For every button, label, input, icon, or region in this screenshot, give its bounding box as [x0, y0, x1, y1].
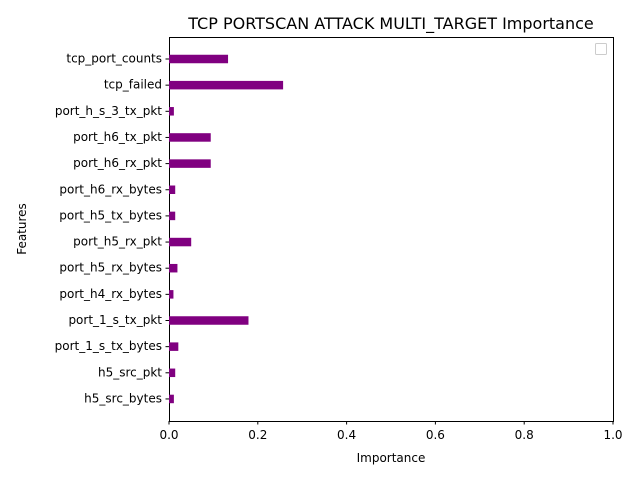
- x-axis-ticks: 0.0 0.2 0.4 0.6 0.8 1.0: [159, 421, 623, 442]
- bar: [169, 133, 211, 142]
- x-axis-label: Importance: [357, 451, 426, 465]
- y-tick-label: port_h5_rx_pkt: [73, 235, 162, 249]
- y-tick-label: h5_src_bytes: [84, 391, 162, 405]
- y-tick-label: port_h_s_3_tx_pkt: [55, 104, 162, 118]
- bar: [169, 185, 176, 194]
- x-tick-label: 0.0: [159, 428, 178, 442]
- y-tick-label: port_h6_rx_bytes: [59, 182, 162, 196]
- bar: [169, 237, 192, 247]
- bar: [169, 290, 174, 299]
- bar: [169, 54, 229, 64]
- y-tick-label: port_1_s_tx_pkt: [68, 313, 162, 327]
- y-axis-ticks: tcp_port_counts tcp_failed port_h_s_3_tx_p…: [55, 52, 169, 405]
- bar: [169, 342, 179, 351]
- x-tick-label: 0.2: [248, 428, 267, 442]
- y-tick-label: port_h6_tx_pkt: [73, 130, 162, 144]
- bar: [169, 211, 176, 221]
- y-tick-label: tcp_port_counts: [66, 52, 162, 66]
- x-tick-label: 1.0: [603, 428, 622, 442]
- y-tick-label: port_1_s_tx_bytes: [55, 339, 162, 353]
- bar: [169, 316, 249, 325]
- x-tick-label: 0.8: [515, 428, 534, 442]
- y-tick-label: port_h6_rx_pkt: [73, 156, 162, 170]
- y-tick-label: port_h4_rx_bytes: [59, 287, 162, 301]
- bar: [169, 159, 211, 168]
- y-tick-label: port_h5_rx_bytes: [59, 261, 162, 275]
- bar: [169, 394, 174, 404]
- x-tick-label: 0.6: [426, 428, 445, 442]
- bar: [169, 368, 176, 378]
- bar: [169, 263, 178, 273]
- legend-box: [595, 43, 607, 55]
- bar: [169, 107, 174, 116]
- x-tick-label: 0.4: [337, 428, 356, 442]
- y-tick-label: port_h5_tx_bytes: [59, 208, 162, 222]
- bar: [169, 80, 284, 90]
- y-axis-label: Features: [15, 203, 29, 255]
- y-tick-label: h5_src_pkt: [98, 365, 162, 379]
- y-tick-label: tcp_failed: [104, 78, 162, 92]
- bars-group: [169, 54, 284, 404]
- plot-area: [169, 37, 614, 422]
- chart-title: TCP PORTSCAN ATTACK MULTI_TARGET Importa…: [187, 14, 594, 34]
